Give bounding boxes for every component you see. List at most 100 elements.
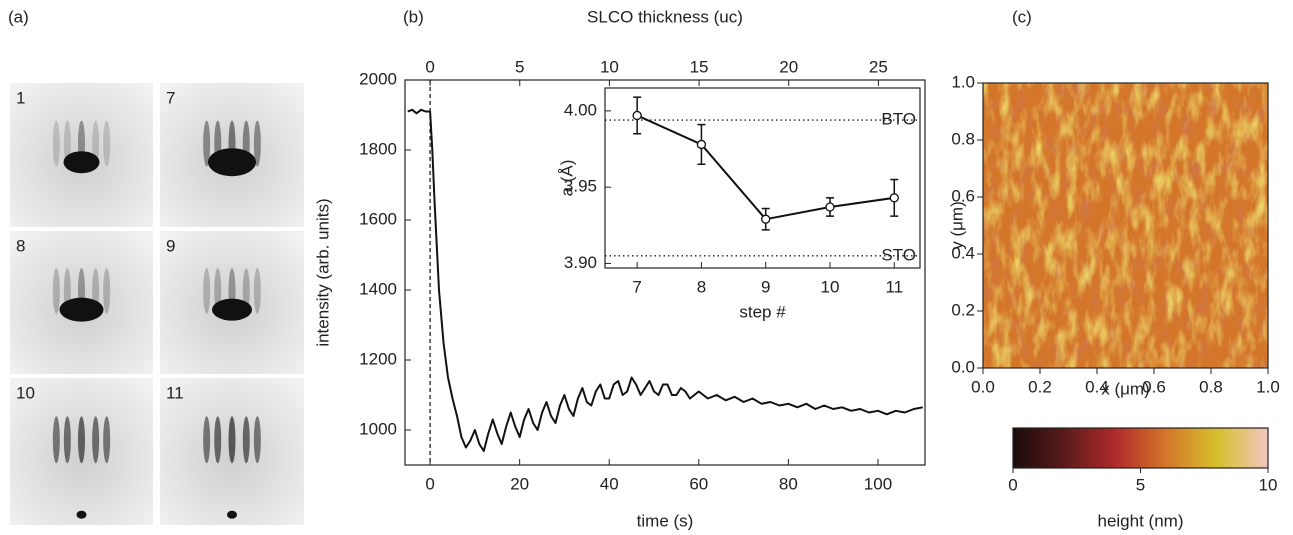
- x2-tick-label: 20: [779, 57, 798, 76]
- image-label: 9: [166, 236, 175, 255]
- x2-tick-label: 0: [425, 57, 434, 76]
- image-label: 1: [16, 88, 25, 107]
- rheed-streak: [253, 120, 261, 167]
- data-point: [696, 139, 707, 150]
- x-tick-label: 20: [510, 474, 529, 493]
- y-tick-label: 0.6: [951, 186, 975, 205]
- x-tick-label: 0.4: [1085, 377, 1109, 396]
- x-tick-label: 0: [425, 474, 434, 493]
- y-tick-label: 0.2: [951, 300, 975, 319]
- x-tick-label: 0.2: [1028, 377, 1052, 396]
- rheed-streak: [78, 416, 85, 464]
- image-label: 7: [166, 88, 175, 107]
- x-axis-label: step #: [739, 302, 786, 321]
- rheed-image: 9: [160, 231, 304, 374]
- y-axis-label: a (Å): [557, 160, 576, 197]
- rheed-image: 7: [160, 83, 304, 227]
- reference-label: BTO: [881, 110, 916, 129]
- y-tick-label: 4.00: [564, 100, 597, 119]
- y-tick-label: 3.90: [564, 253, 597, 272]
- rheed-streak: [103, 120, 111, 167]
- rheed-image: 1: [10, 83, 153, 227]
- colorbar: [1012, 427, 1269, 469]
- image-label: 11: [166, 383, 184, 402]
- x-tick-label: 40: [600, 474, 619, 493]
- x-tick-label: 1.0: [1256, 377, 1280, 396]
- x2-tick-label: 15: [690, 57, 709, 76]
- x-tick-label: 0.6: [1142, 377, 1166, 396]
- rheed-streak: [103, 416, 111, 464]
- x-tick-label: 8: [697, 277, 706, 296]
- x-tick-label: 80: [779, 474, 798, 493]
- data-point: [632, 110, 642, 121]
- rheed-image: 8: [10, 231, 153, 374]
- y-tick-label: 0.0: [951, 357, 975, 376]
- reference-label: STO: [881, 245, 916, 264]
- rheed-streak: [103, 268, 111, 314]
- y-tick-label: 0.4: [951, 243, 975, 262]
- x-tick-label: 9: [761, 277, 770, 296]
- y-tick-label: 3.95: [564, 177, 597, 196]
- x-tick-label: 60: [689, 474, 708, 493]
- x-axis-label: x (μm): [1101, 379, 1150, 398]
- inset-area: [604, 87, 921, 269]
- rheed-image: 11: [160, 378, 304, 525]
- rheed-spot: [59, 297, 104, 322]
- y-tick-label: 1400: [359, 279, 397, 298]
- x-tick-label: 0.8: [1199, 377, 1223, 396]
- data-point: [761, 214, 771, 224]
- rheed-streak: [203, 120, 211, 167]
- rheed-streak: [52, 120, 60, 167]
- rheed-spot: [212, 298, 252, 321]
- data-line: [407, 108, 923, 452]
- rheed-streak: [52, 268, 60, 314]
- y-tick-label: 0.8: [951, 129, 975, 148]
- x-tick-label: 11: [885, 277, 903, 296]
- x-tick-label: 0.0: [971, 377, 995, 396]
- heatmap-frame: [982, 82, 1269, 369]
- rheed-streak: [92, 416, 100, 464]
- rheed-streak: [228, 416, 236, 464]
- x-tick-label: 100: [864, 474, 892, 493]
- y-axis-label: intensity (arb. units): [313, 198, 332, 346]
- colorbar-tick-label: 0: [1008, 475, 1017, 494]
- rheed-streak: [63, 416, 71, 464]
- colorbar-tick-label: 5: [1136, 475, 1145, 494]
- colorbar-label: height (nm): [1098, 511, 1184, 530]
- x2-tick-label: 5: [515, 57, 524, 76]
- rheed-spot: [63, 151, 100, 174]
- x-tick-label: 10: [821, 277, 840, 296]
- rheed-streak: [203, 416, 211, 464]
- y-tick-label: 1000: [359, 419, 397, 438]
- rheed-spot: [227, 510, 237, 519]
- x2-tick-label: 25: [869, 57, 888, 76]
- x2-tick-label: 10: [600, 57, 619, 76]
- panel-label: (b): [403, 7, 424, 26]
- rheed-spot: [76, 510, 87, 519]
- rheed-streak: [214, 416, 222, 464]
- rheed-streak: [253, 268, 261, 314]
- rheed-streak: [242, 416, 250, 464]
- y-tick-label: 2000: [359, 69, 397, 88]
- y-tick-label: 1200: [359, 349, 397, 368]
- x2-axis-label: SLCO thickness (uc): [587, 7, 743, 26]
- data-point: [889, 193, 899, 203]
- rheed-image: 10: [10, 378, 153, 525]
- colorbar-tick-label: 10: [1259, 475, 1278, 494]
- data-point: [825, 202, 835, 212]
- x-axis-label: time (s): [637, 511, 694, 530]
- y-tick-label: 1800: [359, 139, 397, 158]
- image-label: 10: [16, 383, 35, 402]
- image-label: 8: [16, 236, 25, 255]
- heatmap-texture: [983, 83, 1268, 368]
- rheed-streak: [52, 416, 60, 464]
- y-axis-label: y (μm): [947, 201, 966, 250]
- y-tick-label: 1.0: [951, 72, 975, 91]
- y-tick-label: 1600: [359, 209, 397, 228]
- x-tick-label: 7: [632, 277, 641, 296]
- rheed-streak: [253, 416, 261, 464]
- rheed-spot: [208, 148, 256, 177]
- panel-label: (c): [1012, 7, 1032, 26]
